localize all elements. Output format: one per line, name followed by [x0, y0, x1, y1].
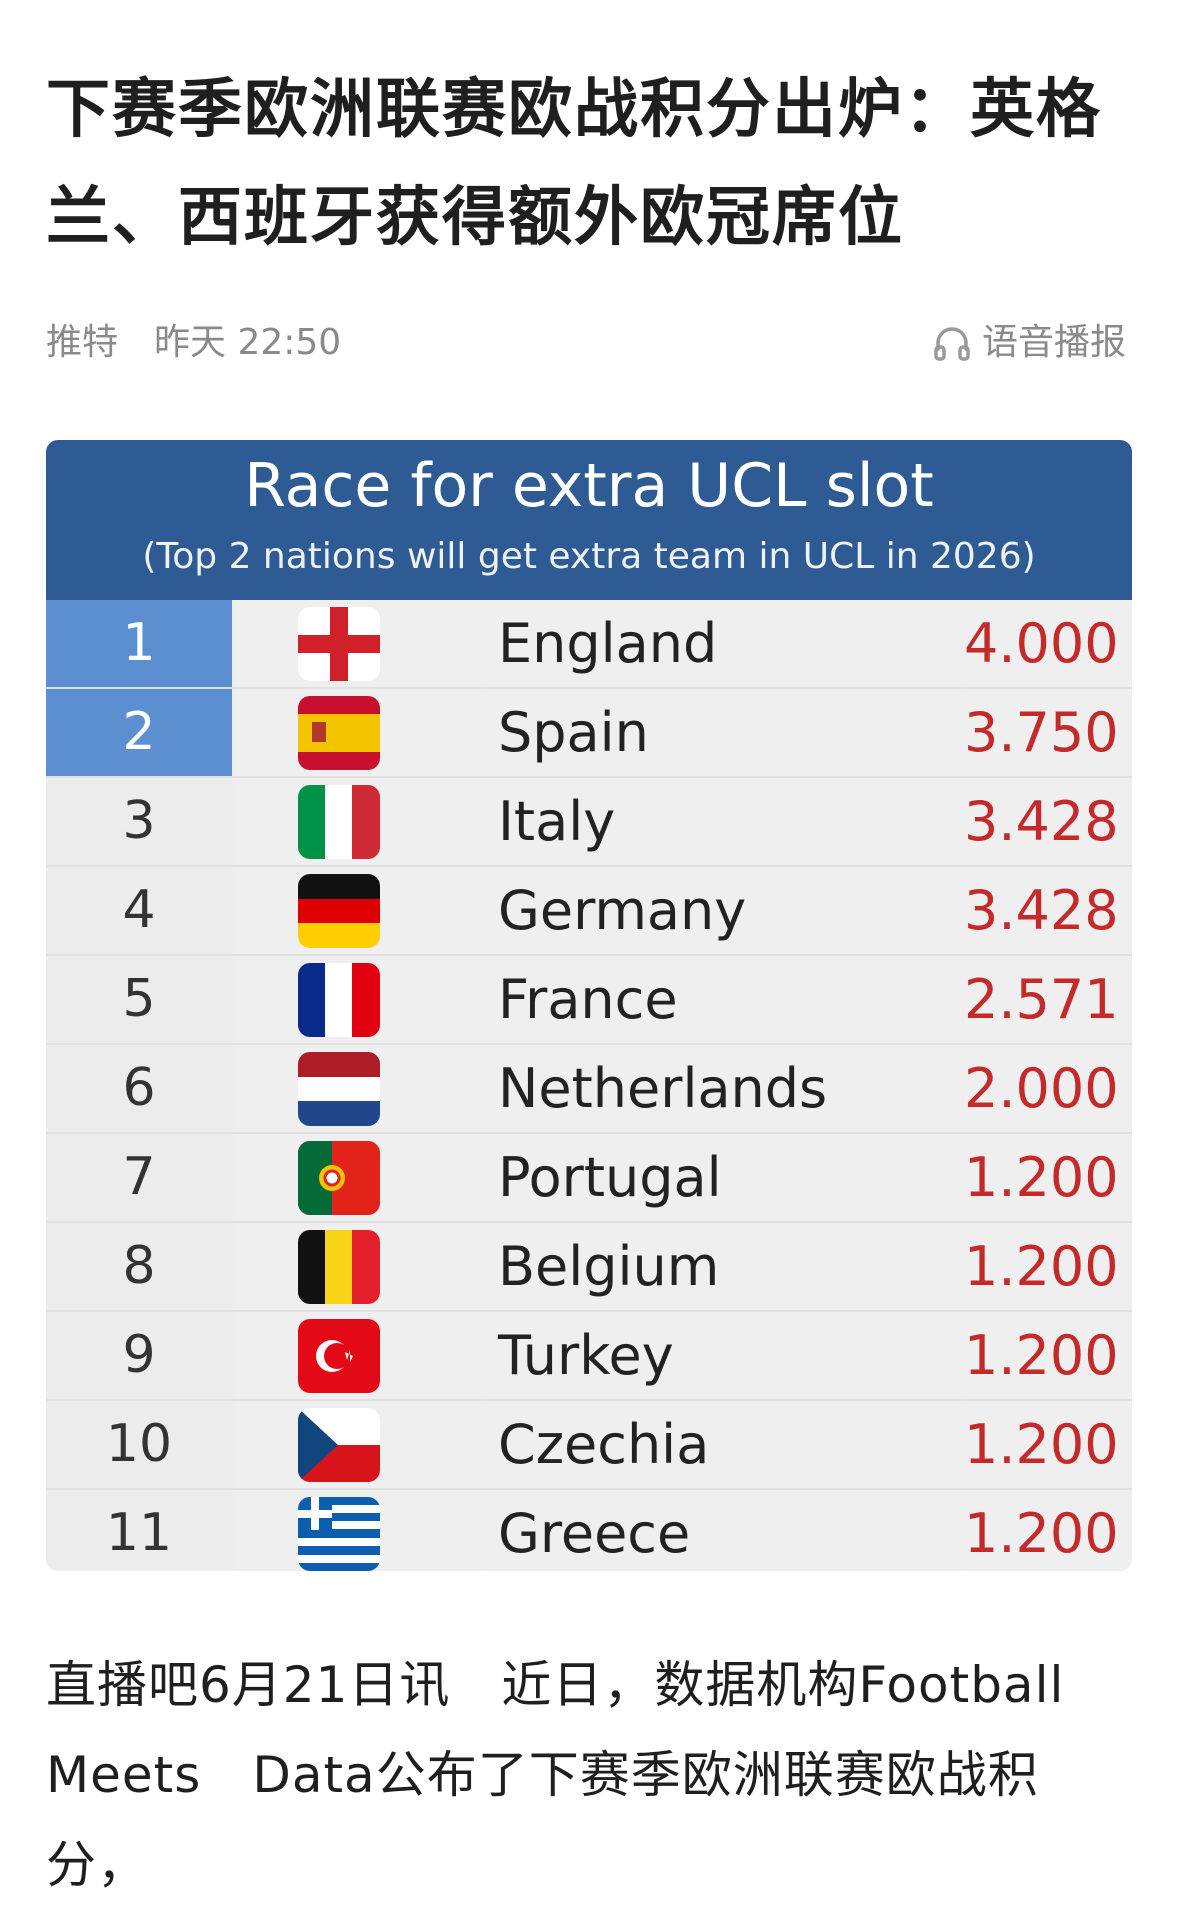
country-name: England [484, 600, 962, 687]
rank-cell: 6 [46, 1045, 232, 1132]
rank-cell: 2 [46, 689, 232, 776]
country-name: Italy [484, 778, 962, 865]
flag-cell [234, 1312, 482, 1399]
country-name: Spain [484, 689, 962, 776]
article-source[interactable]: 推特 [46, 322, 119, 363]
flag-cell [234, 956, 482, 1043]
rank-cell: 9 [46, 1312, 232, 1399]
headphones-icon [934, 327, 970, 361]
tts-label: 语音播报 [981, 322, 1126, 363]
czechia-flag-icon [298, 1408, 380, 1482]
rank-cell: 11 [46, 1490, 232, 1571]
flag-cell [234, 689, 482, 776]
turkey-flag-icon [298, 1319, 380, 1393]
country-name: Germany [484, 867, 962, 954]
germany-flag-icon [298, 874, 380, 948]
flag-cell [234, 1490, 482, 1571]
greece-flag-icon [298, 1497, 380, 1571]
country-name: France [484, 956, 962, 1043]
flag-cell [234, 1401, 482, 1488]
flag-cell [234, 1134, 482, 1221]
country-score: 1.200 [964, 1401, 1132, 1488]
article-meta: 推特 昨天 22:50 语音播报 [46, 318, 1126, 368]
tts-button[interactable]: 语音播报 [932, 318, 1126, 368]
england-flag-icon [298, 607, 380, 681]
country-score: 2.000 [964, 1045, 1132, 1132]
graphic-header: Race for extra UCL slot (Top 2 nations w… [46, 440, 1132, 600]
flag-cell [234, 778, 482, 865]
rank-cell: 4 [46, 867, 232, 954]
table-row: 7 Portugal 1.200 [46, 1134, 1132, 1223]
table-row: 10 Czechia 1.200 [46, 1401, 1132, 1490]
country-score: 1.200 [964, 1134, 1132, 1221]
table-row: 6 Netherlands 2.000 [46, 1045, 1132, 1134]
table-row: 8 Belgium 1.200 [46, 1223, 1132, 1312]
netherlands-flag-icon [298, 1052, 380, 1126]
country-score: 3.428 [964, 867, 1132, 954]
country-name: Greece [484, 1490, 962, 1571]
rank-cell: 5 [46, 956, 232, 1043]
flag-cell [234, 1223, 482, 1310]
table-row: 11 Greece 1.200 [46, 1490, 1132, 1571]
article-body: 直播吧6月21日讯 近日，数据机构Football Meets Data公布了下… [46, 1656, 1065, 1894]
flag-cell [234, 867, 482, 954]
country-score: 4.000 [964, 600, 1132, 687]
country-name: Belgium [484, 1223, 962, 1310]
country-score: 2.571 [964, 956, 1132, 1043]
table-row: 3 Italy 3.428 [46, 778, 1132, 867]
country-score: 1.200 [964, 1223, 1132, 1310]
ranking-graphic: Race for extra UCL slot (Top 2 nations w… [46, 440, 1132, 1571]
table-row: 2 Spain 3.750 [46, 689, 1132, 778]
rank-cell: 8 [46, 1223, 232, 1310]
country-name: Turkey [484, 1312, 962, 1399]
country-score: 1.200 [964, 1312, 1132, 1399]
country-name: Netherlands [484, 1045, 962, 1132]
rank-cell: 10 [46, 1401, 232, 1488]
rank-cell: 1 [46, 600, 232, 687]
ranking-table: 1 England 4.000 2 Spain 3.750 3 Italy 3.428 4 Germ… [46, 600, 1132, 1571]
flag-cell [234, 1045, 482, 1132]
table-row: 5 France 2.571 [46, 956, 1132, 1045]
graphic-title: Race for extra UCL slot [244, 451, 934, 521]
country-name: Portugal [484, 1134, 962, 1221]
article-title: 下赛季欧洲联赛欧战积分出炉：英格兰、西班牙获得额外欧冠席位 [46, 73, 1102, 255]
france-flag-icon [298, 963, 380, 1037]
rank-cell: 7 [46, 1134, 232, 1221]
flag-cell [234, 600, 482, 687]
table-row: 9 Turkey 1.200 [46, 1312, 1132, 1401]
italy-flag-icon [298, 785, 380, 859]
country-name: Czechia [484, 1401, 962, 1488]
country-score: 1.200 [964, 1490, 1132, 1571]
portugal-flag-icon [298, 1141, 380, 1215]
spain-flag-icon [298, 696, 380, 770]
country-score: 3.750 [964, 689, 1132, 776]
article-time: 昨天 22:50 [154, 322, 342, 363]
belgium-flag-icon [298, 1230, 380, 1304]
table-row: 1 England 4.000 [46, 600, 1132, 689]
graphic-subtitle: (Top 2 nations will get extra team in UC… [142, 536, 1036, 577]
country-score: 3.428 [964, 778, 1132, 865]
table-row: 4 Germany 3.428 [46, 867, 1132, 956]
rank-cell: 3 [46, 778, 232, 865]
